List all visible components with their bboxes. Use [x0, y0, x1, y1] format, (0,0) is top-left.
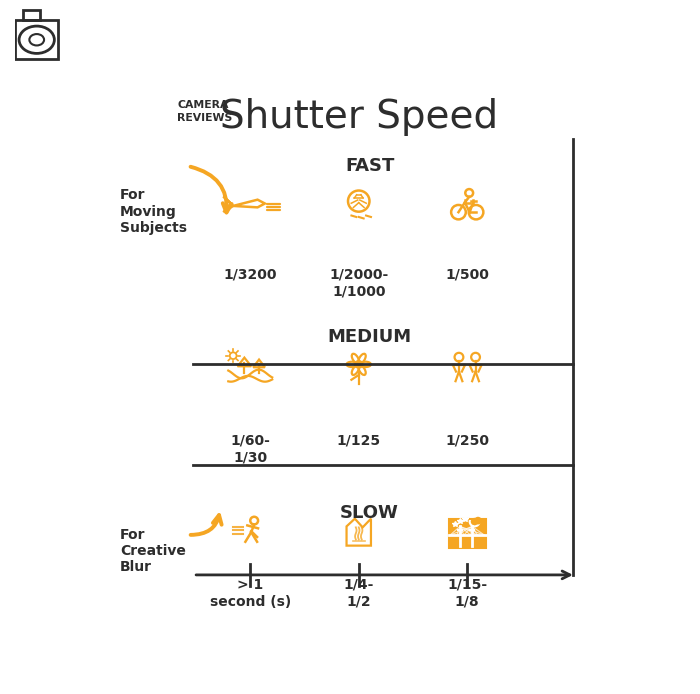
Text: 1/60-
1/30: 1/60- 1/30 — [230, 433, 270, 464]
Text: 1/2000-
1/1000: 1/2000- 1/1000 — [329, 268, 389, 299]
Text: For
Creative
Blur: For Creative Blur — [120, 527, 186, 574]
Text: SLOW: SLOW — [340, 505, 399, 523]
Text: 1/125: 1/125 — [337, 433, 381, 448]
FancyArrowPatch shape — [190, 515, 222, 535]
FancyArrowPatch shape — [190, 167, 232, 212]
Text: MEDIUM: MEDIUM — [328, 328, 412, 346]
Bar — [15, 20, 58, 59]
Text: CAMERA: CAMERA — [177, 101, 228, 110]
Circle shape — [470, 517, 480, 526]
Bar — [449, 518, 486, 548]
Text: 1/4-
1/2: 1/4- 1/2 — [344, 577, 374, 609]
Text: REVIEWS: REVIEWS — [177, 113, 232, 124]
Text: > 1
second (s): > 1 second (s) — [209, 577, 291, 609]
Circle shape — [474, 517, 482, 525]
Text: 1/250: 1/250 — [445, 433, 489, 448]
Text: For
Moving
Subjects: For Moving Subjects — [120, 188, 187, 235]
Text: 1/500: 1/500 — [445, 268, 489, 282]
Bar — [449, 518, 486, 548]
Bar — [22, 10, 41, 20]
Text: 1/3200: 1/3200 — [223, 268, 277, 282]
Text: FAST: FAST — [345, 157, 394, 175]
Text: 1/15-
1/8: 1/15- 1/8 — [447, 577, 487, 609]
Text: Shutter Speed: Shutter Speed — [220, 99, 498, 136]
